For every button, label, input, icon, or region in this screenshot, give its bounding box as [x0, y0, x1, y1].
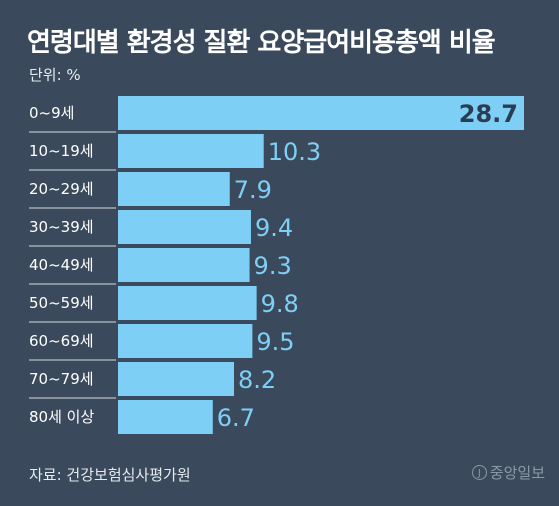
category-label: 10~19세 — [29, 142, 94, 160]
bar — [118, 210, 251, 244]
category-label: 50~59세 — [29, 294, 94, 312]
category-label: 40~49세 — [29, 256, 94, 274]
value-label: 8.2 — [238, 366, 276, 394]
category-label: 80세 이상 — [29, 408, 94, 426]
source-label: 자료: 건강보험심사평가원 — [29, 466, 191, 484]
category-label: 60~69세 — [29, 332, 94, 350]
value-label: 9.3 — [254, 252, 292, 280]
bar — [118, 324, 253, 358]
value-label: 6.7 — [217, 404, 255, 432]
bar — [118, 134, 264, 168]
chart-title: 연령대별 환경성 질환 요양급여비용총액 비율 — [27, 28, 496, 58]
publisher-name: 중앙일보 — [489, 464, 545, 482]
category-label: 20~29세 — [29, 180, 94, 198]
value-label: 9.8 — [261, 290, 299, 318]
unit-label: 단위: % — [29, 66, 81, 84]
bar — [118, 362, 234, 396]
value-label: 28.7 — [459, 100, 518, 128]
value-label: 7.9 — [234, 176, 272, 204]
bar — [118, 400, 213, 434]
publisher-logo: J 중앙일보 — [471, 462, 545, 483]
bar — [118, 286, 257, 320]
joongang-logo-icon: J — [471, 465, 487, 480]
value-label: 10.3 — [268, 138, 321, 166]
value-label: 9.5 — [256, 328, 294, 356]
bar — [118, 248, 250, 282]
bar — [118, 96, 524, 130]
bar — [118, 172, 230, 206]
category-label: 70~79세 — [29, 370, 94, 388]
category-label: 30~39세 — [29, 218, 94, 236]
value-label: 9.4 — [255, 214, 293, 242]
category-label: 0~9세 — [29, 104, 74, 122]
